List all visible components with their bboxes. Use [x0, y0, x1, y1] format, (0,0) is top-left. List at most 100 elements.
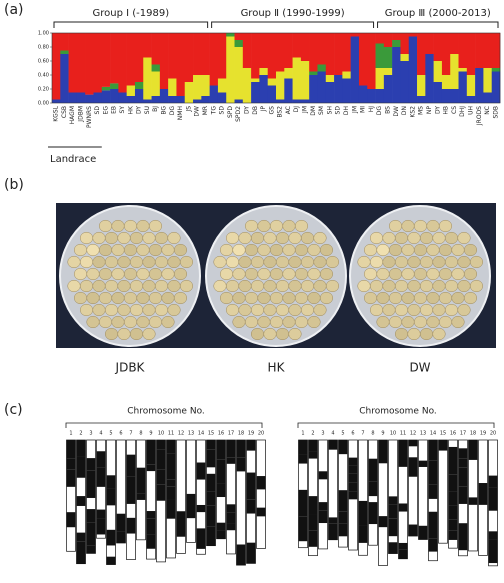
bean	[463, 291, 478, 305]
bar-segment	[85, 94, 94, 103]
x-tick-label: TG	[210, 106, 217, 116]
x-tick-label: DH	[343, 106, 350, 115]
bar-segment	[217, 92, 227, 103]
bean	[288, 327, 302, 341]
y-tick-label: 0.40	[38, 73, 49, 79]
genotype-block	[196, 528, 206, 549]
genotype-block	[236, 544, 246, 566]
bean	[136, 219, 150, 233]
genotype-block	[348, 491, 358, 500]
bar-segment	[176, 96, 186, 103]
bean	[275, 231, 290, 245]
genotype-block	[166, 453, 176, 480]
bar-segment	[143, 99, 152, 103]
bar-segment	[383, 75, 393, 103]
bean	[213, 279, 227, 293]
bar-segment	[110, 83, 119, 89]
genotype-block	[146, 511, 156, 519]
genotype-block	[116, 531, 126, 544]
genotype-block	[226, 504, 236, 513]
genotype-block	[166, 440, 176, 454]
bar-segment	[450, 33, 459, 54]
x-tick-label: SD	[219, 106, 226, 115]
bean	[104, 303, 119, 317]
genotype-block	[76, 532, 86, 542]
bean	[413, 291, 428, 305]
bean	[419, 255, 434, 269]
bean	[394, 327, 409, 341]
genotype-block	[146, 440, 156, 465]
bar-segment	[309, 71, 318, 75]
bar-segment	[126, 85, 136, 96]
x-tick-label: DHJ	[459, 106, 466, 117]
bean	[86, 291, 100, 305]
chromosome-number: 8	[139, 431, 142, 437]
chromosome-number: 2	[79, 431, 82, 437]
genotype-block	[216, 530, 226, 539]
genotype-block	[488, 475, 498, 488]
bar-segment	[267, 33, 277, 79]
bar-segment	[193, 33, 202, 75]
genotype-block	[66, 512, 76, 528]
genotype-block	[438, 440, 448, 451]
chromosome	[438, 439, 448, 544]
bean	[263, 327, 277, 341]
bean	[426, 267, 440, 281]
bar-segment	[151, 33, 161, 65]
bar-segment	[408, 36, 418, 103]
genotype-block	[328, 440, 338, 450]
bar-segment	[417, 75, 426, 96]
bean	[313, 279, 327, 293]
genotype-block	[106, 556, 116, 565]
genotype-block	[206, 440, 216, 450]
bean	[98, 291, 113, 305]
x-tick-label: BG	[161, 106, 168, 115]
bean	[388, 243, 403, 257]
bean	[117, 327, 131, 341]
bean	[401, 291, 415, 305]
bean	[444, 255, 459, 269]
bean	[388, 315, 403, 329]
bean	[232, 315, 246, 329]
bean	[92, 279, 106, 293]
bean	[104, 279, 119, 293]
group-label: Group Ⅰ (-1989)	[93, 8, 170, 19]
bean	[294, 219, 309, 233]
genotype-block	[206, 449, 216, 468]
bean	[98, 267, 113, 281]
bar-segment	[450, 54, 459, 89]
chromosome	[408, 439, 418, 537]
bar-segment	[276, 71, 285, 100]
bar-segment	[375, 89, 385, 103]
x-tick-label: DM	[310, 106, 317, 116]
bean	[432, 231, 446, 245]
bean	[313, 231, 327, 245]
bean	[98, 243, 113, 257]
bar-segment	[259, 33, 269, 68]
genotype-block	[236, 440, 246, 458]
bar-segment	[300, 33, 310, 61]
bean	[319, 291, 334, 305]
bean	[225, 279, 240, 293]
chromosome-number: 18	[238, 431, 244, 437]
chromosome	[318, 439, 328, 550]
bar-segment	[458, 68, 468, 72]
x-tick-label: SD	[335, 106, 342, 115]
group-bracket	[211, 21, 375, 28]
x-tick-label: SDB	[492, 106, 499, 119]
chromosome-number: 17	[228, 431, 234, 437]
bean	[288, 231, 302, 245]
chromosome-number: 9	[149, 431, 152, 437]
bar-segment	[276, 99, 285, 103]
chromosome-title: Chromosome No.	[359, 407, 437, 417]
genotype-block	[458, 523, 468, 551]
bar-segment	[110, 89, 119, 103]
bar-segment	[317, 71, 327, 103]
bean	[244, 243, 259, 257]
genotype-block	[368, 502, 378, 525]
bean	[432, 327, 446, 341]
bar-segment	[408, 33, 418, 37]
x-tick-label: EG	[102, 106, 109, 115]
genotype-block	[206, 526, 216, 546]
bean	[250, 303, 265, 317]
